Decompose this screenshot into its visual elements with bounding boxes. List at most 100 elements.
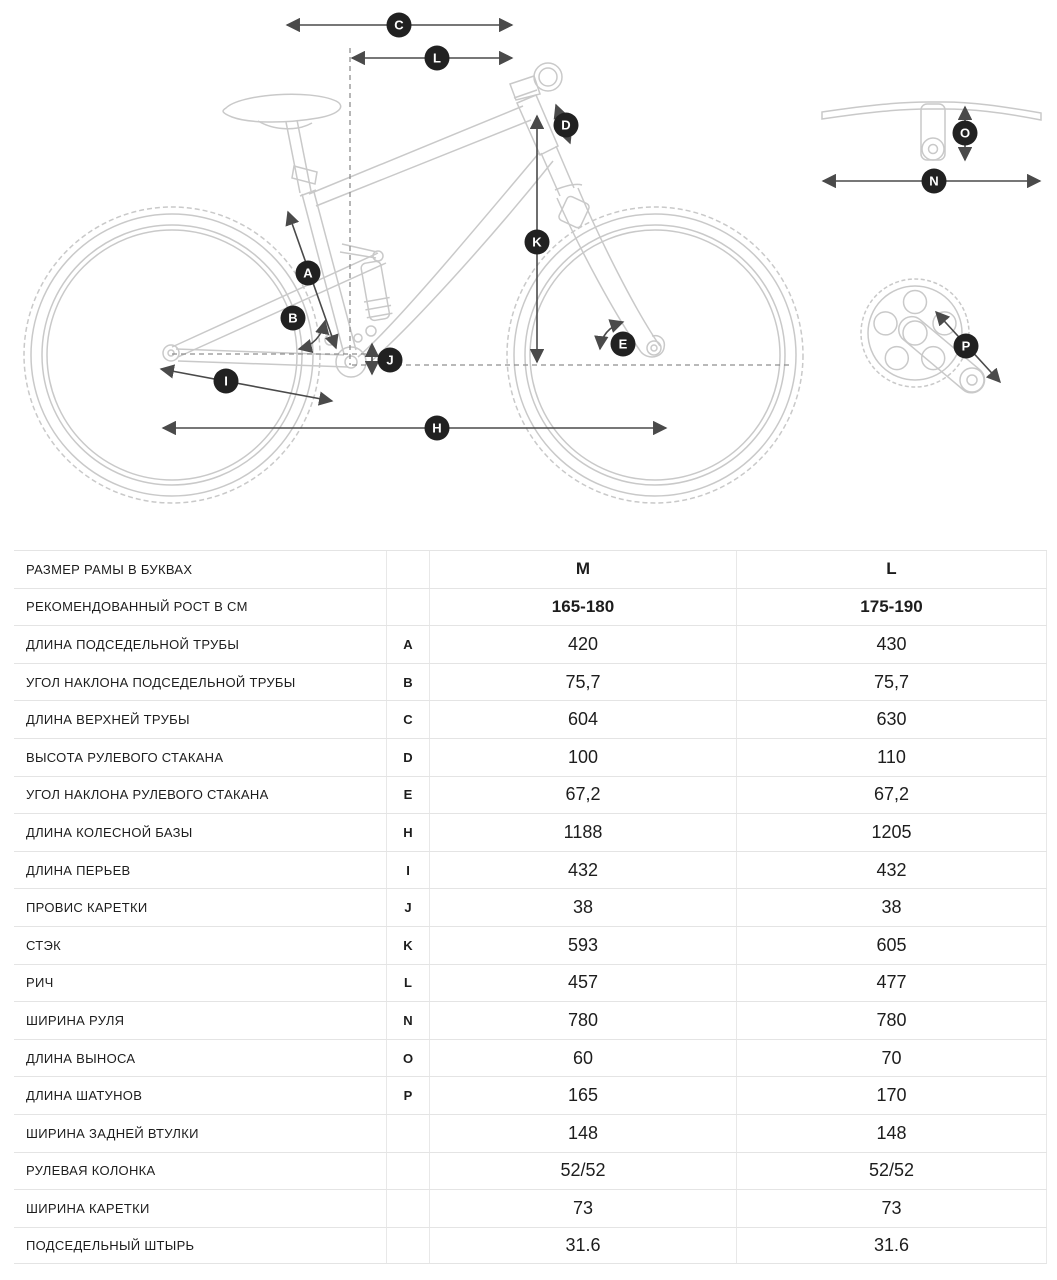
row-value-m: 148 <box>430 1114 737 1152</box>
table-row-top-tube-length: ДЛИНА ВЕРХНЕЙ ТРУБЫ C 604 630 <box>14 700 1047 738</box>
row-letter: H <box>387 814 430 851</box>
row-label: ВЫСОТА РУЛЕВОГО СТАКАНА <box>14 738 387 776</box>
dimension-arrows <box>159 17 1042 436</box>
row-letter <box>387 551 430 588</box>
row-label: ДЛИНА ВЫНОСА <box>14 1039 387 1077</box>
table-row-seat-tube-length: ДЛИНА ПОДСЕДЕЛЬНОЙ ТРУБЫ A 420 430 <box>14 625 1047 663</box>
row-label: УГОЛ НАКЛОНА ПОДСЕДЕЛЬНОЙ ТРУБЫ <box>14 663 387 701</box>
row-value-l: 75,7 <box>737 663 1047 701</box>
marker-badge-b: B <box>280 305 306 331</box>
row-letter: J <box>387 889 430 926</box>
marker-badge-a: A <box>295 260 321 286</box>
row-value-m: 100 <box>430 738 737 776</box>
bike-line-art <box>23 17 1042 504</box>
row-value-m: 165-180 <box>430 588 737 626</box>
row-value-m: 73 <box>430 1190 737 1227</box>
rear-wheel-art <box>23 206 321 504</box>
marker-badge-j: J <box>377 347 403 373</box>
row-letter: D <box>387 738 430 776</box>
row-label: РАЗМЕР РАМЫ В БУКВАХ <box>14 551 387 588</box>
row-value-m: 38 <box>430 889 737 926</box>
row-label: ДЛИНА КОЛЕСНОЙ БАЗЫ <box>14 814 387 851</box>
table-row-stem-length: ДЛИНА ВЫНОСА O 60 70 <box>14 1038 1047 1077</box>
row-letter: A <box>387 626 430 663</box>
row-letter: C <box>387 701 430 738</box>
marker-badge-p: P <box>953 333 979 359</box>
table-row-bb-drop: ПРОВИС КАРЕТКИ J 38 38 <box>14 888 1047 926</box>
row-value-m: 780 <box>430 1002 737 1039</box>
row-value-l: 148 <box>737 1114 1047 1152</box>
table-row-headset: РУЛЕВАЯ КОЛОНКА 52/52 52/52 <box>14 1151 1047 1190</box>
marker-badge-k: K <box>524 229 550 255</box>
row-label: ПРОВИС КАРЕТКИ <box>14 889 387 926</box>
row-letter: P <box>387 1077 430 1114</box>
row-label: ДЛИНА ШАТУНОВ <box>14 1077 387 1114</box>
row-value-m: 67,2 <box>430 776 737 814</box>
marker-badge-e: E <box>610 331 636 357</box>
table-row-recommended-height: РЕКОМЕНДОВАННЫЙ РОСТ В СМ 165-180 175-19… <box>14 587 1047 626</box>
row-value-l: 110 <box>737 738 1047 776</box>
table-row-handlebar-width: ШИРИНА РУЛЯ N 780 780 <box>14 1001 1047 1039</box>
table-row-reach: РИЧ L 457 477 <box>14 963 1047 1002</box>
row-label: ДЛИНА ПЕРЬЕВ <box>14 851 387 889</box>
table-row-crank-length: ДЛИНА ШАТУНОВ P 165 170 <box>14 1076 1047 1114</box>
row-letter: B <box>387 663 430 701</box>
marker-badge-n: N <box>921 168 947 194</box>
table-row-frame-size: РАЗМЕР РАМЫ В БУКВАХ M L <box>14 550 1047 588</box>
row-letter: N <box>387 1002 430 1039</box>
row-value-l: 432 <box>737 851 1047 889</box>
row-letter <box>387 588 430 626</box>
row-value-l: 70 <box>737 1039 1047 1077</box>
row-value-l: L <box>737 551 1047 588</box>
row-letter <box>387 1227 430 1264</box>
reference-dashed-lines <box>172 48 790 366</box>
frame-art <box>171 93 559 378</box>
table-row-stack: СТЭК K 593 605 <box>14 925 1047 964</box>
row-letter <box>387 1152 430 1190</box>
row-value-m: 60 <box>430 1039 737 1077</box>
row-label: ДЛИНА ПОДСЕДЕЛЬНОЙ ТРУБЫ <box>14 626 387 663</box>
handlebar-top-view-art <box>821 101 1042 161</box>
fork-art <box>509 62 666 358</box>
marker-badge-c: C <box>386 12 412 38</box>
table-row-bb-width: ШИРИНА КАРЕТКИ 73 73 <box>14 1189 1047 1227</box>
row-value-m: 604 <box>430 701 737 738</box>
front-wheel-art <box>506 206 804 504</box>
row-letter: I <box>387 851 430 889</box>
row-value-l: 73 <box>737 1190 1047 1227</box>
table-row-head-tube-height: ВЫСОТА РУЛЕВОГО СТАКАНА D 100 110 <box>14 737 1047 776</box>
marker-badge-l: L <box>424 45 450 71</box>
row-value-l: 31.6 <box>737 1227 1047 1264</box>
table-row-seat-tube-angle: УГОЛ НАКЛОНА ПОДСЕДЕЛЬНОЙ ТРУБЫ B 75,7 7… <box>14 662 1047 701</box>
row-value-l: 605 <box>737 926 1047 964</box>
row-value-l: 780 <box>737 1002 1047 1039</box>
row-label: ШИРИНА КАРЕТКИ <box>14 1190 387 1227</box>
row-value-l: 52/52 <box>737 1152 1047 1190</box>
row-letter <box>387 1190 430 1227</box>
row-letter: E <box>387 776 430 814</box>
bike-geometry-diagram: A B C D E H I J K L N O P <box>0 0 1057 548</box>
row-value-m: 1188 <box>430 814 737 851</box>
row-value-m: 52/52 <box>430 1152 737 1190</box>
row-value-l: 1205 <box>737 814 1047 851</box>
row-label: РИЧ <box>14 964 387 1002</box>
row-value-m: 457 <box>430 964 737 1002</box>
row-label: РЕКОМЕНДОВАННЫЙ РОСТ В СМ <box>14 588 387 626</box>
row-label: СТЭК <box>14 926 387 964</box>
row-label: РУЛЕВАЯ КОЛОНКА <box>14 1152 387 1190</box>
row-value-m: M <box>430 551 737 588</box>
row-value-m: 432 <box>430 851 737 889</box>
marker-badge-o: O <box>952 120 978 146</box>
row-value-m: 165 <box>430 1077 737 1114</box>
row-label: УГОЛ НАКЛОНА РУЛЕВОГО СТАКАНА <box>14 776 387 814</box>
row-letter: K <box>387 926 430 964</box>
row-value-m: 31.6 <box>430 1227 737 1264</box>
row-letter: O <box>387 1039 430 1077</box>
row-label: ШИРИНА ЗАДНЕЙ ВТУЛКИ <box>14 1114 387 1152</box>
marker-badge-i: I <box>213 368 239 394</box>
row-value-l: 477 <box>737 964 1047 1002</box>
row-value-l: 170 <box>737 1077 1047 1114</box>
row-value-l: 175-190 <box>737 588 1047 626</box>
marker-badge-d: D <box>553 112 579 138</box>
